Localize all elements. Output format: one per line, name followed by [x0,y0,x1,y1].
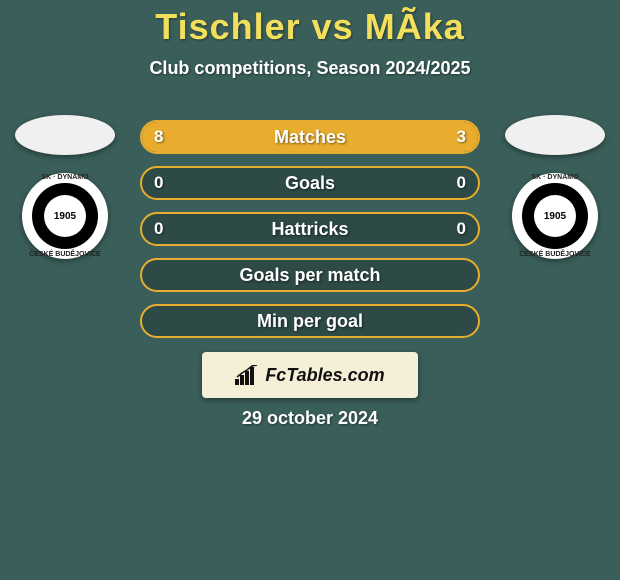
player-left-block: SK · DYNAMO 1905 ČESKÉ BUDĚJOVICE [10,115,120,259]
badge-inner: 1905 [522,183,588,249]
stat-label: Goals [142,168,478,198]
stat-value-right: 0 [457,168,466,198]
stat-row: 0Hattricks0 [140,212,480,246]
player-right-club-badge: SK · DYNAMO 1905 ČESKÉ BUDĚJOVICE [512,173,598,259]
club-ring-text: SK · DYNAMO [512,174,598,181]
site-logo: FcTables.com [202,352,418,398]
player-right-block: SK · DYNAMO 1905 ČESKÉ BUDĚJOVICE [500,115,610,259]
player-right-avatar [505,115,605,155]
stat-row: 0Goals0 [140,166,480,200]
stat-row: Min per goal [140,304,480,338]
badge-year: 1905 [534,195,576,237]
page-title: Tischler vs MÃ­ka [0,0,620,48]
player-left-club-badge: SK · DYNAMO 1905 ČESKÉ BUDĚJOVICE [22,173,108,259]
stat-value-right: 3 [457,122,466,152]
comparison-date: 29 october 2024 [0,408,620,429]
badge-inner: 1905 [32,183,98,249]
stat-row: Goals per match [140,258,480,292]
club-ring-text: ČESKÉ BUDĚJOVICE [22,251,108,258]
club-ring-text: ČESKÉ BUDĚJOVICE [512,251,598,258]
stat-label: Goals per match [142,260,478,290]
player-left-avatar [15,115,115,155]
stat-row: 8Matches3 [140,120,480,154]
stats-region: 8Matches30Goals00Hattricks0Goals per mat… [140,120,480,350]
stat-value-right: 0 [457,214,466,244]
site-name: FcTables.com [265,365,384,386]
stat-label: Hattricks [142,214,478,244]
club-ring-text: SK · DYNAMO [22,174,108,181]
page-subtitle: Club competitions, Season 2024/2025 [0,58,620,79]
bar-chart-icon [235,365,259,385]
stat-label: Min per goal [142,306,478,336]
badge-year: 1905 [44,195,86,237]
stat-label: Matches [142,122,478,152]
comparison-card: Tischler vs MÃ­ka Club competitions, Sea… [0,0,620,580]
